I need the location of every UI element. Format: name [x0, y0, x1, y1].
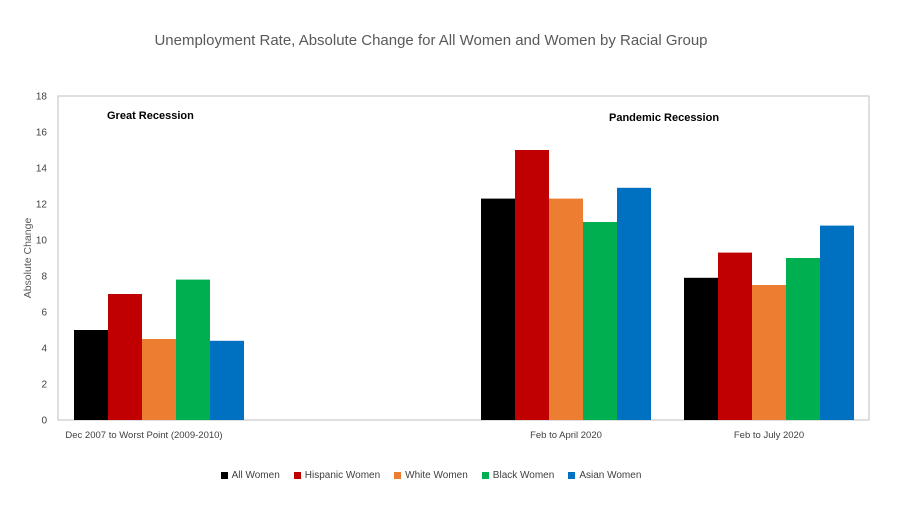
legend-label: Asian Women	[579, 470, 642, 481]
y-tick-label: 14	[36, 164, 48, 175]
bars-group	[74, 150, 854, 420]
plot-area-frame	[57, 95, 870, 421]
x-axis-labels: Dec 2007 to Worst Point (2009-2010) Feb t…	[65, 430, 804, 441]
bar-asian-women-1	[617, 187, 651, 420]
bar-black-women-0	[176, 279, 210, 420]
bar-white-women-0	[142, 339, 176, 420]
y-axis-ticks: 0 2 4 6 8 10 12 14 16 18	[36, 92, 48, 427]
legend-swatch	[220, 472, 228, 479]
legend-label: All Women	[231, 470, 280, 481]
y-tick-label: 4	[41, 344, 47, 355]
y-tick-label: 2	[41, 380, 47, 391]
y-axis-label: Absolute Change	[22, 218, 34, 299]
x-category-label: Dec 2007 to Worst Point (2009-2010)	[65, 430, 222, 441]
y-tick-label: 10	[36, 236, 48, 247]
bar-all-women-1	[481, 198, 515, 420]
bar-asian-women-2	[820, 225, 854, 420]
legend-item: Hispanic Women	[293, 470, 381, 481]
legend-swatch	[568, 472, 576, 479]
chart-title: Unemployment Rate, Absolute Change for A…	[154, 32, 708, 49]
y-tick-label: 6	[41, 308, 47, 319]
legend-item: White Women	[394, 470, 468, 481]
y-tick-label: 18	[36, 92, 48, 103]
y-tick-label: 16	[36, 128, 48, 139]
legend: All Women Hispanic Women White Women Black …	[0, 470, 862, 481]
y-tick-label: 12	[36, 200, 48, 211]
legend-item: Black Women	[481, 470, 555, 481]
bar-hispanic-women-0	[108, 294, 142, 420]
bar-hispanic-women-2	[718, 252, 752, 420]
x-category-label: Feb to April 2020	[530, 430, 602, 441]
bar-white-women-2	[752, 285, 786, 420]
legend-item: All Women	[220, 470, 280, 481]
annotation-great-recession: Great Recession	[107, 110, 194, 122]
bar-black-women-1	[583, 222, 617, 420]
x-category-label: Feb to July 2020	[734, 430, 804, 441]
bar-black-women-2	[786, 258, 820, 420]
y-tick-label: 0	[41, 416, 47, 427]
legend-swatch	[293, 472, 301, 479]
bar-asian-women-0	[210, 340, 244, 420]
bar-all-women-0	[74, 330, 108, 420]
legend-swatch	[481, 472, 489, 479]
bar-white-women-1	[549, 198, 583, 420]
legend-label: White Women	[405, 470, 468, 481]
bar-hispanic-women-1	[515, 150, 549, 420]
legend-label: Hispanic Women	[304, 470, 381, 481]
legend-swatch	[394, 472, 402, 479]
legend-label: Black Women	[492, 470, 555, 481]
annotation-pandemic-recession: Pandemic Recession	[609, 112, 719, 124]
legend-item: Asian Women	[568, 470, 641, 481]
y-tick-label: 8	[41, 272, 47, 283]
bar-all-women-2	[684, 277, 718, 420]
